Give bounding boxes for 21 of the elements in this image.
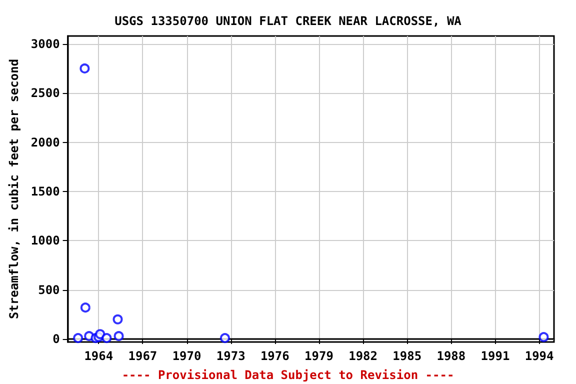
y-tick-label: 2000 xyxy=(30,135,60,150)
text: ---- Provisional Data Subject to Revision ---- xyxy=(122,368,454,382)
y-tick-label: 1500 xyxy=(30,184,60,198)
chart-title: USGS 13350700 UNION FLAT CREEK NEAR LACROSSE, WA xyxy=(114,14,462,28)
x-tick-label: 1976 xyxy=(260,349,290,363)
x-tick-label: 1988 xyxy=(436,349,466,363)
x-tick-label: 1973 xyxy=(216,349,246,363)
x-tick-label: 1979 xyxy=(304,349,334,363)
x-tick-label: 1970 xyxy=(172,349,202,363)
y-tick-label: 500 xyxy=(38,282,60,297)
y-axis-title: Streamflow, in cubic feet per second xyxy=(7,58,21,320)
x-tick-label: 1982 xyxy=(348,349,378,363)
x-tick-label: 1985 xyxy=(392,349,422,363)
y-tick-label: 2500 xyxy=(30,86,60,100)
x-tick-label: 1964 xyxy=(84,349,114,363)
y-tick-label: 3000 xyxy=(30,36,60,51)
y-tick-label: 0 xyxy=(52,332,60,346)
x-tick-label: 1994 xyxy=(524,349,554,363)
y-tick-label: 1000 xyxy=(30,234,60,248)
x-tick-label: 1991 xyxy=(480,349,510,363)
x-tick-label: 1967 xyxy=(128,349,158,363)
